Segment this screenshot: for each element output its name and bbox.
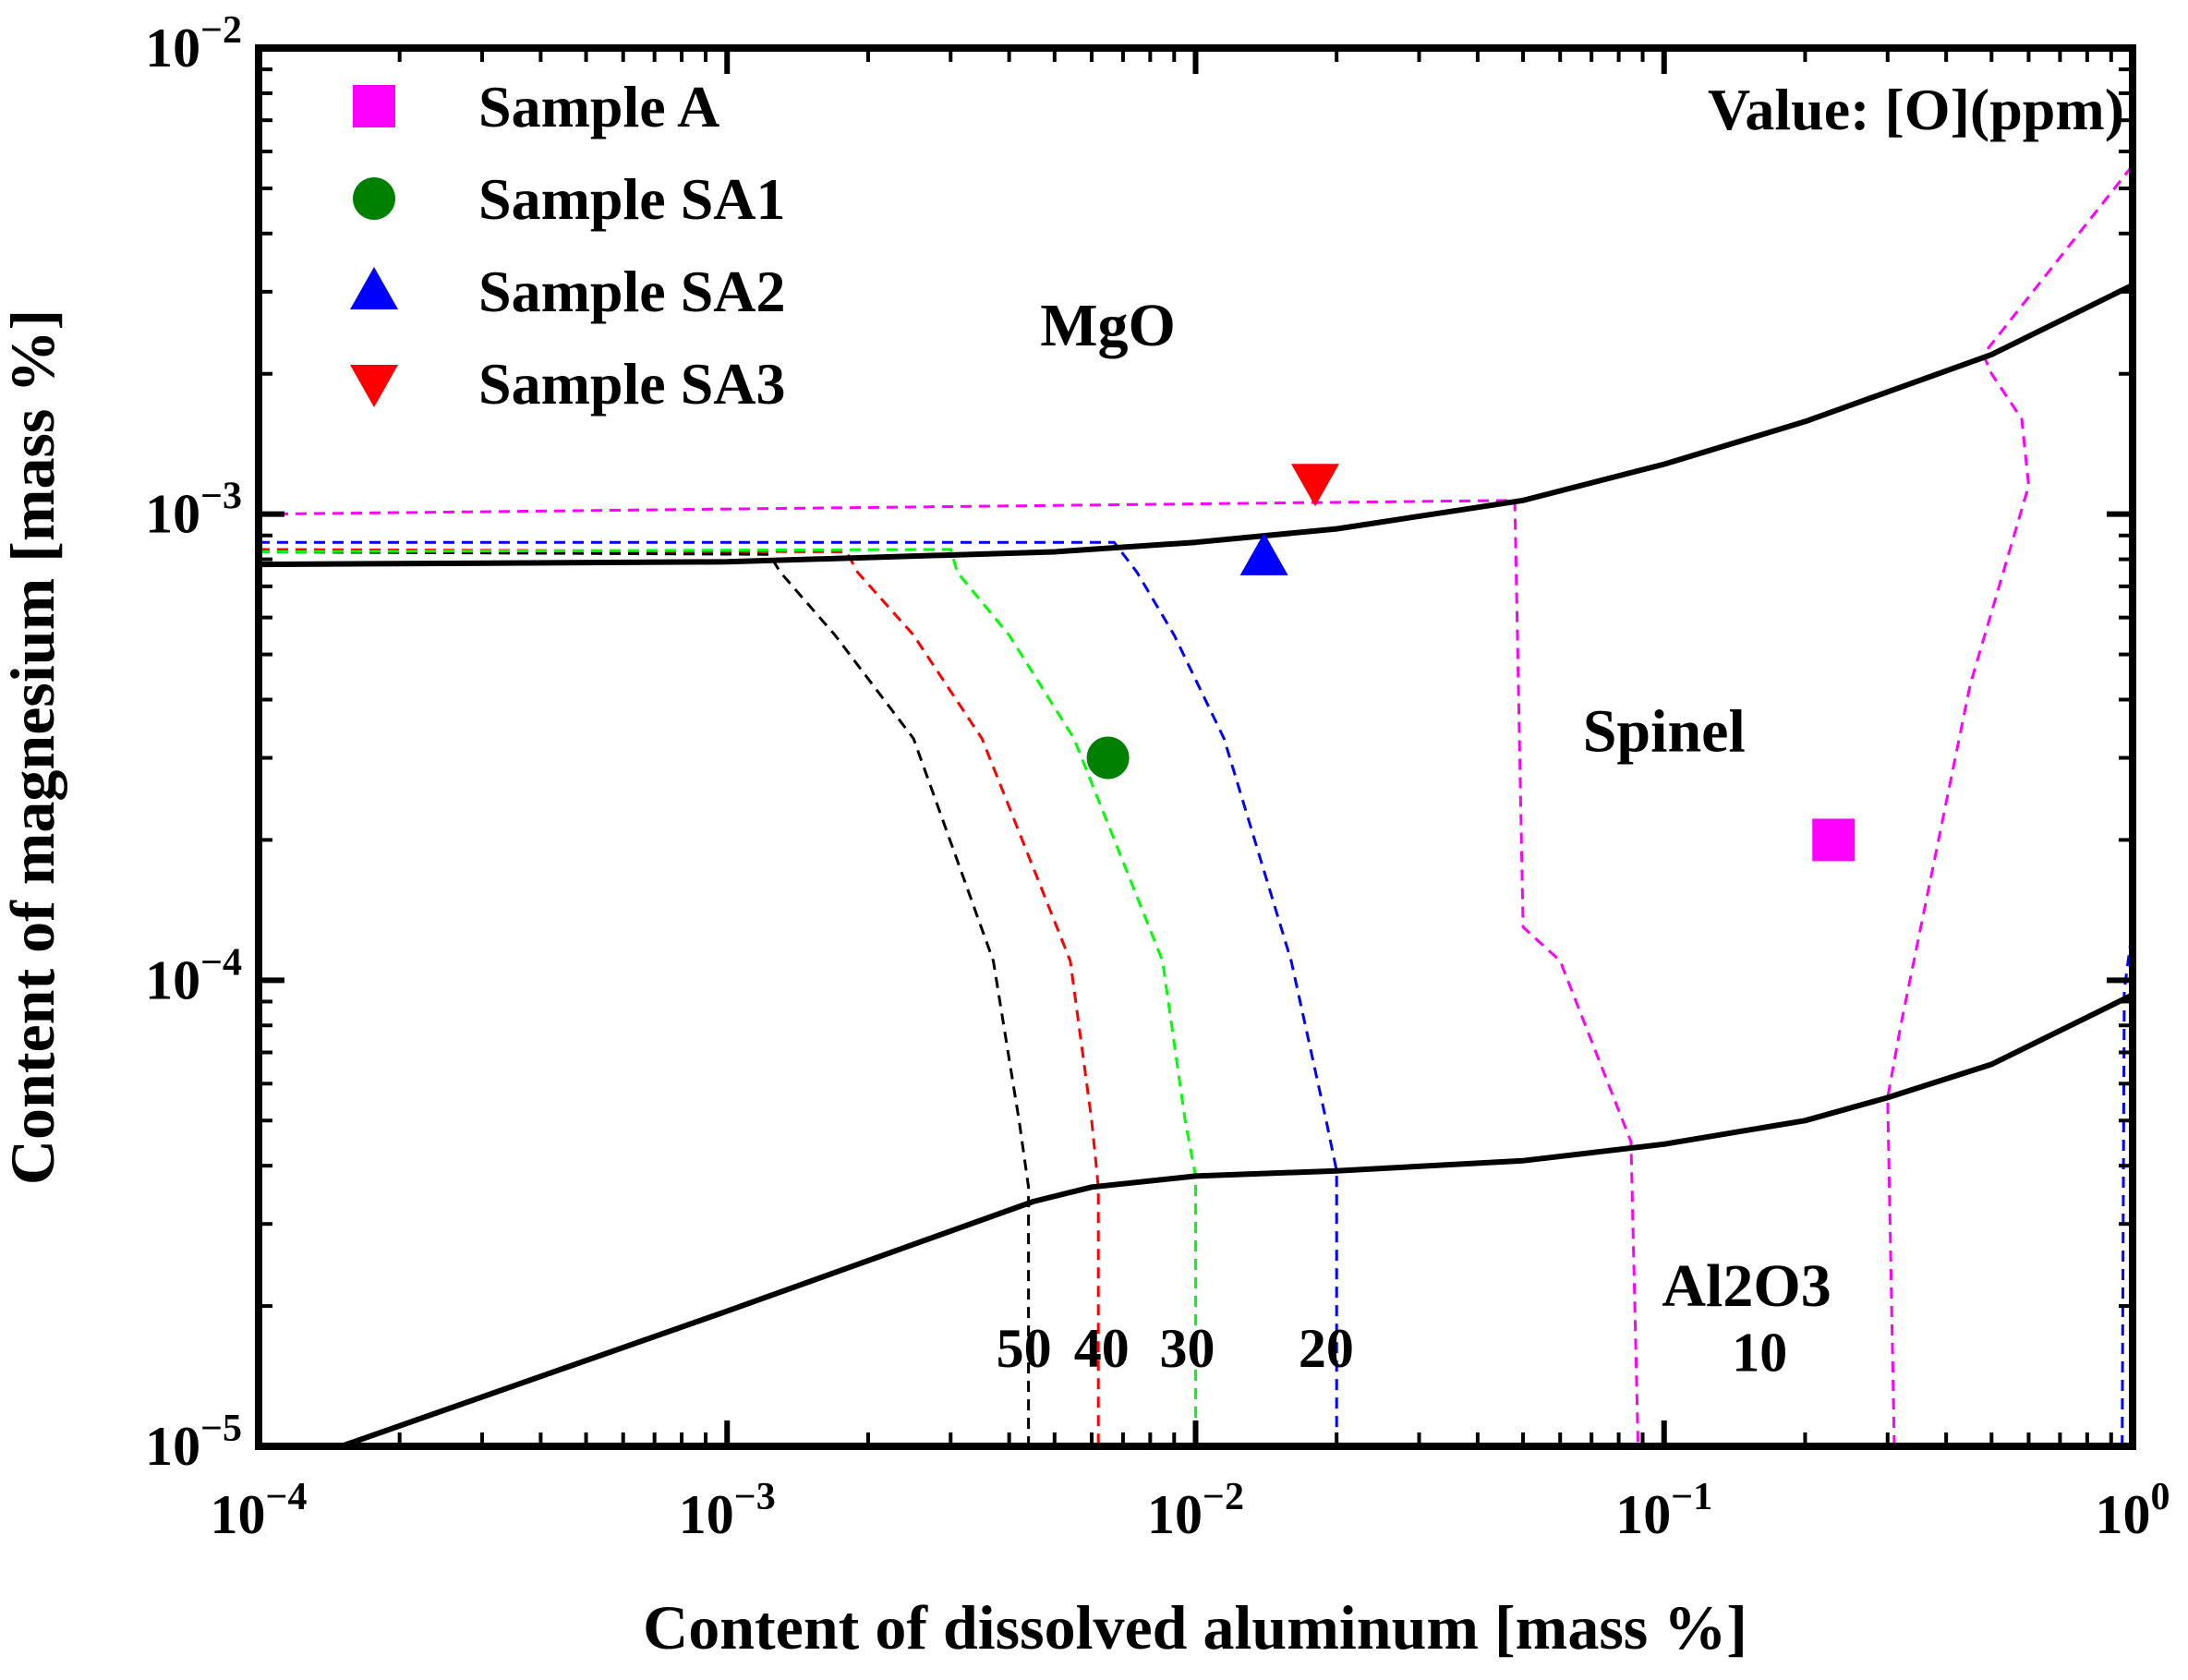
x-tick-label: 10−3 — [679, 1476, 776, 1545]
data-points — [1086, 464, 1856, 862]
legend-marker-sample-a — [353, 85, 395, 127]
x-tick-label: 10−1 — [1615, 1476, 1712, 1545]
legend-title: Value: [O](ppm) — [1708, 77, 2124, 142]
iso-oxygen-line-10-high-al — [1886, 164, 2134, 1447]
contour-label-50: 50 — [997, 1318, 1052, 1379]
legend-marker-sample-sa3 — [350, 365, 398, 407]
y-tick-label: 10−4 — [145, 941, 242, 1010]
point-sample-sa1 — [1086, 736, 1130, 780]
chart-lines — [258, 164, 2134, 1449]
contour-label-30: 30 — [1160, 1318, 1215, 1379]
contour-label-10: 10 — [1732, 1323, 1787, 1384]
x-tick-label: 100 — [2096, 1476, 2170, 1545]
iso-oxygen-line-30 — [258, 548, 1197, 1446]
contour-label-40: 40 — [1074, 1318, 1130, 1379]
legend-marker-sample-sa1 — [353, 177, 395, 220]
region-label-al2o3: Al2O3 — [1662, 1252, 1831, 1320]
y-tick-label: 10−5 — [145, 1408, 242, 1477]
boundary-spinel-al2o3-boundary — [340, 992, 2134, 1449]
plot-frame — [255, 44, 2136, 1450]
y-axis-label: Content of magnesium [mass %] — [0, 309, 67, 1185]
legend-marker-sample-sa2 — [350, 267, 398, 309]
legend: Sample A Sample SA1 Sample SA2 Sample SA3 — [350, 74, 786, 417]
point-sample-sa2 — [1239, 532, 1288, 575]
iso-oxygen-line-50 — [258, 550, 1031, 1446]
region-labels: MgO Spinel Al2O3 — [1040, 292, 1831, 1320]
legend-label-sample-sa1: Sample SA1 — [478, 166, 786, 232]
x-tick-label: 10−2 — [1147, 1476, 1244, 1545]
y-tick-label: 10−3 — [145, 476, 242, 545]
contour-labels: 50 40 30 20 10 — [997, 1318, 1788, 1383]
iso-oxygen-line-20 — [259, 540, 1338, 1446]
legend-label-sample-a: Sample A — [478, 74, 719, 139]
region-label-spinel: Spinel — [1583, 697, 1746, 765]
y-tick-label: 10−2 — [145, 9, 242, 79]
iso-oxygen-line-10 — [258, 499, 1640, 1447]
iso-oxygen-line-20-high-al — [2121, 926, 2134, 1447]
boundary-mgo-spinel-boundary — [258, 283, 2134, 568]
x-tick-label: 10−4 — [211, 1476, 308, 1545]
legend-label-sample-sa3: Sample SA3 — [478, 351, 786, 417]
region-label-mgo: MgO — [1040, 292, 1176, 359]
x-axis-label: Content of dissolved aluminum [mass %] — [643, 1592, 1747, 1662]
contour-label-20: 20 — [1299, 1318, 1354, 1379]
legend-label-sample-sa2: Sample SA2 — [478, 259, 786, 324]
iso-oxygen-line-40 — [258, 548, 1100, 1446]
point-sample-sa3 — [1290, 464, 1339, 507]
point-sample-a — [1812, 818, 1856, 862]
